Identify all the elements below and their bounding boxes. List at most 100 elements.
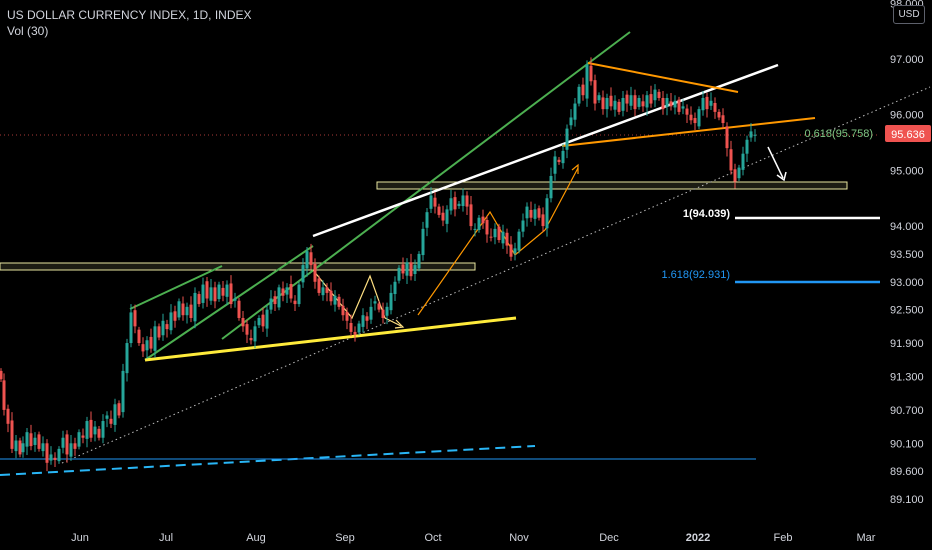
candle-body <box>545 198 549 229</box>
candle-body <box>397 267 401 281</box>
price-axis[interactable]: 98.00097.00096.00095.00094.00093.50093.0… <box>890 0 924 506</box>
candle-body <box>157 326 161 338</box>
price-tick-label: 91.300 <box>890 371 924 383</box>
time-tick-label: Dec <box>599 532 619 544</box>
candle-body <box>281 288 285 296</box>
candle-body <box>125 343 129 374</box>
candle-body <box>661 97 665 110</box>
price-tick-label: 89.100 <box>890 494 924 506</box>
candle-body <box>561 150 565 164</box>
candle-body <box>105 415 109 419</box>
candle-body <box>401 264 405 274</box>
candle-body <box>97 428 101 438</box>
candle-body <box>69 443 73 457</box>
orange-triangle-upper <box>587 62 739 93</box>
candle-body <box>465 195 469 207</box>
candle-body <box>33 437 37 445</box>
candle-body <box>489 236 493 238</box>
currency-badge[interactable]: USD <box>893 5 925 24</box>
time-tick-label: Aug <box>246 532 266 544</box>
candle-body <box>721 115 725 124</box>
time-axis[interactable]: Jun Jul Aug Sep Oct Nov Dec 2022 Feb Mar <box>71 532 876 544</box>
candle-body <box>18 440 22 455</box>
fib-1618-label: 1.618(92.931) <box>662 269 731 281</box>
candle-body <box>121 370 125 413</box>
candle-body <box>713 103 717 112</box>
candle-body <box>269 298 273 310</box>
candle-body <box>301 265 305 283</box>
price-tick-label: 92.500 <box>890 305 924 317</box>
candle-body <box>621 97 625 111</box>
candle-body <box>601 97 605 110</box>
candle-body <box>53 457 57 461</box>
resistance-zone-upper <box>376 181 848 190</box>
candle-body <box>77 432 81 447</box>
candle-body <box>493 228 497 238</box>
candle-body <box>753 134 757 136</box>
time-tick-label: Jun <box>71 532 89 544</box>
arrowhead-orange <box>571 163 579 174</box>
price-tick-label: 96.000 <box>890 110 924 122</box>
candle-body <box>221 287 225 296</box>
time-tick-label: Oct <box>424 532 441 544</box>
arrowhead-yellow <box>394 319 405 329</box>
candle-body <box>365 316 369 321</box>
candle-body <box>425 212 429 228</box>
time-tick-label: Feb <box>774 532 793 544</box>
candle-body <box>133 310 137 327</box>
candle-body <box>609 95 613 107</box>
last-price-value: 95.636 <box>891 129 925 141</box>
candle-body <box>6 408 10 424</box>
volume-indicator-label[interactable]: Vol (30) <box>7 24 49 38</box>
candle-body <box>289 284 293 299</box>
projection-arrow-white <box>767 146 784 179</box>
price-tick-label: 91.900 <box>890 338 924 350</box>
candle-body <box>409 262 413 277</box>
candle-body <box>21 443 25 453</box>
candle-body <box>701 97 705 111</box>
candle-body <box>389 292 393 311</box>
candle-body <box>501 231 505 244</box>
candle-body <box>141 344 145 352</box>
projection-zigzag-1 <box>312 269 402 327</box>
candle-body <box>417 253 421 269</box>
candle-body <box>321 287 325 296</box>
candle-body <box>333 295 337 305</box>
time-tick-label: 2022 <box>686 532 710 544</box>
candle-body <box>261 314 265 327</box>
candle-body <box>605 97 609 110</box>
candle-body <box>317 278 321 293</box>
candle-body <box>445 209 449 224</box>
candle-body <box>173 311 177 321</box>
fib-1-label: 1(94.039) <box>683 208 730 220</box>
candle-body <box>241 317 245 327</box>
candle-body <box>273 296 277 305</box>
candle-body <box>245 324 249 335</box>
candle-body <box>37 434 41 449</box>
candle-body <box>557 159 561 163</box>
candle-body <box>177 301 181 318</box>
time-tick-label: Jul <box>159 532 173 544</box>
candle-body <box>697 109 701 127</box>
candle-body <box>429 195 433 209</box>
candle-body <box>473 228 477 230</box>
candle-body <box>733 169 737 182</box>
candle-body <box>369 306 373 320</box>
candle-body <box>441 212 445 221</box>
candle-body <box>297 284 301 305</box>
candle-body <box>189 304 193 318</box>
candle-body <box>14 440 18 452</box>
candle-body <box>645 95 649 108</box>
candle-body <box>193 292 197 322</box>
candle-body <box>113 404 117 425</box>
price-tick-label: 97.000 <box>890 54 924 66</box>
candle-body <box>737 167 741 179</box>
candle-body <box>405 262 409 276</box>
candle-body <box>349 323 353 332</box>
candle-body <box>265 309 269 329</box>
resistance-zone-lower <box>0 262 476 271</box>
candle-body <box>513 248 517 254</box>
candle-body <box>257 317 261 326</box>
candle-body <box>657 91 661 98</box>
